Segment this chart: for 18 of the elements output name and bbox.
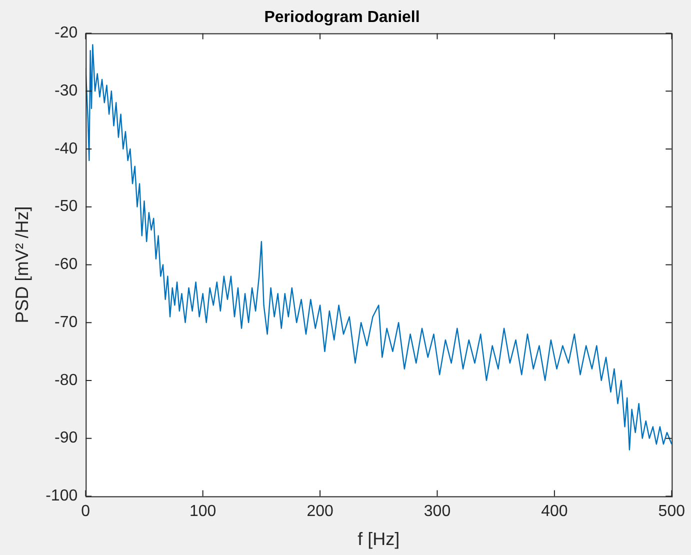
y-tick-label: -40 (54, 140, 78, 158)
x-tick-label: 100 (189, 503, 216, 520)
x-tick-label: 200 (306, 503, 334, 520)
y-tick-label: -70 (54, 314, 78, 331)
y-tick-label: -30 (54, 82, 78, 100)
y-tick-label: -20 (54, 24, 78, 42)
y-tick-label: -60 (54, 256, 78, 274)
y-tick-label: -50 (54, 198, 78, 216)
x-tick-label: 0 (81, 503, 90, 520)
x-tick-label: 300 (424, 503, 451, 520)
x-tick-label: 500 (658, 503, 686, 520)
y-axis-title: PSD [mV² /Hz] (12, 206, 32, 324)
chart-title: Periodogram Daniell (264, 9, 420, 26)
y-tick-label: -80 (54, 372, 78, 389)
x-axis-title: f [Hz] (358, 529, 400, 550)
y-tick-label: -90 (54, 430, 78, 447)
y-tick-label: -100 (46, 488, 78, 505)
x-tick-label: 400 (541, 503, 568, 520)
